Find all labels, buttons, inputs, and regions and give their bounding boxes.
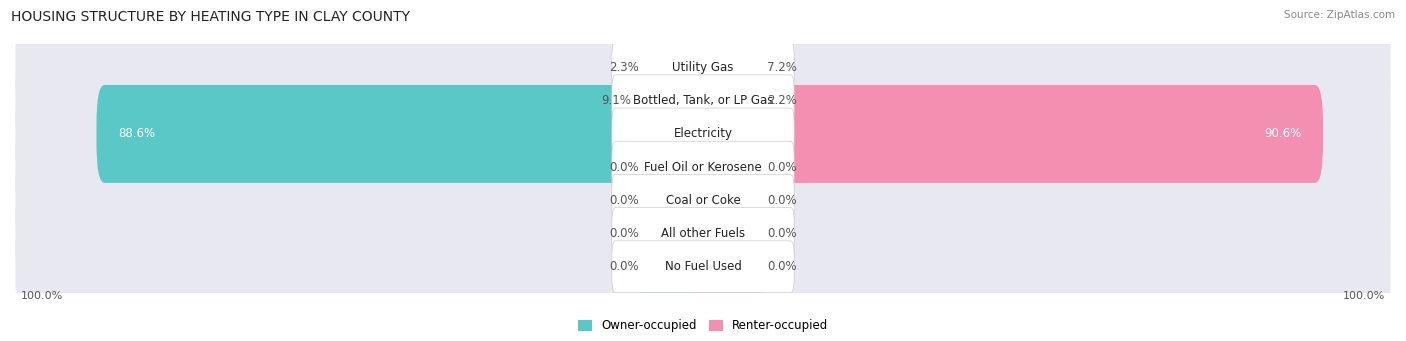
Text: 100.0%: 100.0%: [21, 291, 63, 301]
FancyBboxPatch shape: [97, 85, 711, 183]
Text: Source: ZipAtlas.com: Source: ZipAtlas.com: [1284, 10, 1395, 20]
FancyBboxPatch shape: [612, 42, 794, 93]
Text: Electricity: Electricity: [673, 128, 733, 140]
FancyBboxPatch shape: [695, 52, 765, 150]
FancyBboxPatch shape: [641, 19, 711, 117]
FancyBboxPatch shape: [695, 85, 1323, 183]
FancyBboxPatch shape: [15, 193, 1391, 274]
Text: 0.0%: 0.0%: [768, 227, 797, 240]
Text: 100.0%: 100.0%: [1343, 291, 1385, 301]
Text: 0.0%: 0.0%: [609, 161, 638, 174]
Text: HOUSING STRUCTURE BY HEATING TYPE IN CLAY COUNTY: HOUSING STRUCTURE BY HEATING TYPE IN CLA…: [11, 10, 411, 24]
Text: All other Fuels: All other Fuels: [661, 227, 745, 240]
Text: 0.0%: 0.0%: [609, 260, 638, 273]
FancyBboxPatch shape: [612, 108, 794, 160]
FancyBboxPatch shape: [612, 208, 794, 260]
Text: 2.3%: 2.3%: [609, 61, 638, 74]
Text: 0.0%: 0.0%: [768, 260, 797, 273]
FancyBboxPatch shape: [634, 52, 711, 150]
Text: Bottled, Tank, or LP Gas: Bottled, Tank, or LP Gas: [633, 94, 773, 107]
Text: 0.0%: 0.0%: [768, 194, 797, 207]
FancyBboxPatch shape: [695, 151, 765, 249]
Text: 0.0%: 0.0%: [609, 227, 638, 240]
FancyBboxPatch shape: [15, 127, 1391, 207]
FancyBboxPatch shape: [612, 241, 794, 293]
FancyBboxPatch shape: [695, 19, 765, 117]
Text: Fuel Oil or Kerosene: Fuel Oil or Kerosene: [644, 161, 762, 174]
Text: 9.1%: 9.1%: [602, 94, 631, 107]
FancyBboxPatch shape: [641, 184, 711, 282]
Text: 88.6%: 88.6%: [118, 128, 155, 140]
FancyBboxPatch shape: [695, 184, 765, 282]
Text: 2.2%: 2.2%: [768, 94, 797, 107]
FancyBboxPatch shape: [15, 61, 1391, 141]
FancyBboxPatch shape: [695, 218, 765, 316]
FancyBboxPatch shape: [641, 218, 711, 316]
FancyBboxPatch shape: [641, 118, 711, 216]
FancyBboxPatch shape: [15, 27, 1391, 108]
Text: Coal or Coke: Coal or Coke: [665, 194, 741, 207]
FancyBboxPatch shape: [612, 175, 794, 226]
FancyBboxPatch shape: [612, 141, 794, 193]
FancyBboxPatch shape: [695, 118, 765, 216]
Text: 7.2%: 7.2%: [768, 61, 797, 74]
Text: Utility Gas: Utility Gas: [672, 61, 734, 74]
FancyBboxPatch shape: [15, 160, 1391, 240]
FancyBboxPatch shape: [612, 75, 794, 127]
Legend: Owner-occupied, Renter-occupied: Owner-occupied, Renter-occupied: [572, 315, 834, 337]
Text: 0.0%: 0.0%: [609, 194, 638, 207]
Text: 90.6%: 90.6%: [1264, 128, 1302, 140]
FancyBboxPatch shape: [15, 94, 1391, 174]
Text: No Fuel Used: No Fuel Used: [665, 260, 741, 273]
FancyBboxPatch shape: [641, 151, 711, 249]
FancyBboxPatch shape: [15, 226, 1391, 307]
Text: 0.0%: 0.0%: [768, 161, 797, 174]
